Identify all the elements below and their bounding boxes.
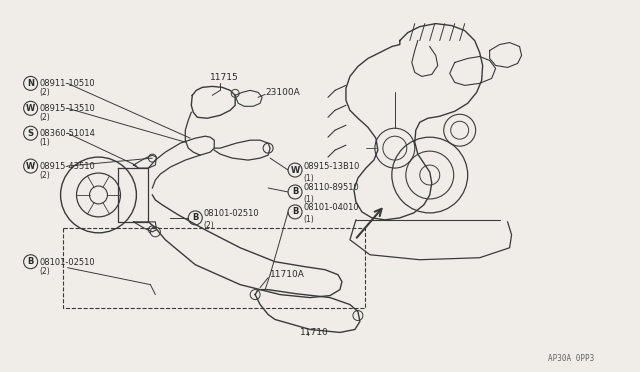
Text: AP30A 0PP3: AP30A 0PP3 — [548, 355, 595, 363]
Text: (2): (2) — [40, 89, 51, 97]
Circle shape — [231, 89, 239, 97]
Circle shape — [353, 311, 363, 321]
Text: W: W — [26, 161, 35, 171]
Text: B: B — [292, 208, 298, 217]
Text: W: W — [26, 104, 35, 113]
Circle shape — [24, 255, 38, 269]
Circle shape — [250, 290, 260, 299]
Text: (2): (2) — [40, 171, 51, 180]
Circle shape — [288, 205, 302, 219]
Circle shape — [150, 227, 161, 237]
Circle shape — [24, 101, 38, 115]
Circle shape — [148, 226, 156, 234]
Text: 08101-02510: 08101-02510 — [40, 258, 95, 267]
Circle shape — [288, 185, 302, 199]
Text: 08911-10510: 08911-10510 — [40, 79, 95, 89]
Text: (1): (1) — [303, 215, 314, 224]
Circle shape — [24, 76, 38, 90]
Text: S: S — [28, 129, 34, 138]
Text: 08360-51014: 08360-51014 — [40, 129, 95, 138]
Text: B: B — [192, 214, 198, 222]
Text: 08101-02510: 08101-02510 — [204, 209, 259, 218]
Circle shape — [263, 143, 273, 153]
Text: B: B — [292, 187, 298, 196]
Text: 11710: 11710 — [300, 328, 329, 337]
Text: 11715: 11715 — [210, 73, 239, 82]
Text: 08915-43510: 08915-43510 — [40, 162, 95, 171]
Text: (1): (1) — [303, 173, 314, 183]
Text: W: W — [291, 166, 300, 174]
Circle shape — [24, 126, 38, 140]
Text: (1): (1) — [40, 138, 51, 147]
Text: B: B — [28, 257, 34, 266]
Text: 08915-13B10: 08915-13B10 — [303, 161, 360, 171]
Circle shape — [148, 154, 156, 162]
Text: (2): (2) — [204, 221, 214, 230]
Text: 08110-89510: 08110-89510 — [303, 183, 359, 192]
Text: (2): (2) — [40, 267, 51, 276]
Text: N: N — [27, 79, 34, 88]
Text: (2): (2) — [40, 113, 51, 122]
Text: 08915-13510: 08915-13510 — [40, 104, 95, 113]
Text: (1): (1) — [303, 195, 314, 205]
Circle shape — [24, 159, 38, 173]
Text: 08101-04010: 08101-04010 — [303, 203, 358, 212]
Circle shape — [288, 163, 302, 177]
Text: 23100A: 23100A — [265, 88, 300, 97]
Text: 11710A: 11710A — [270, 270, 305, 279]
Circle shape — [188, 211, 202, 225]
